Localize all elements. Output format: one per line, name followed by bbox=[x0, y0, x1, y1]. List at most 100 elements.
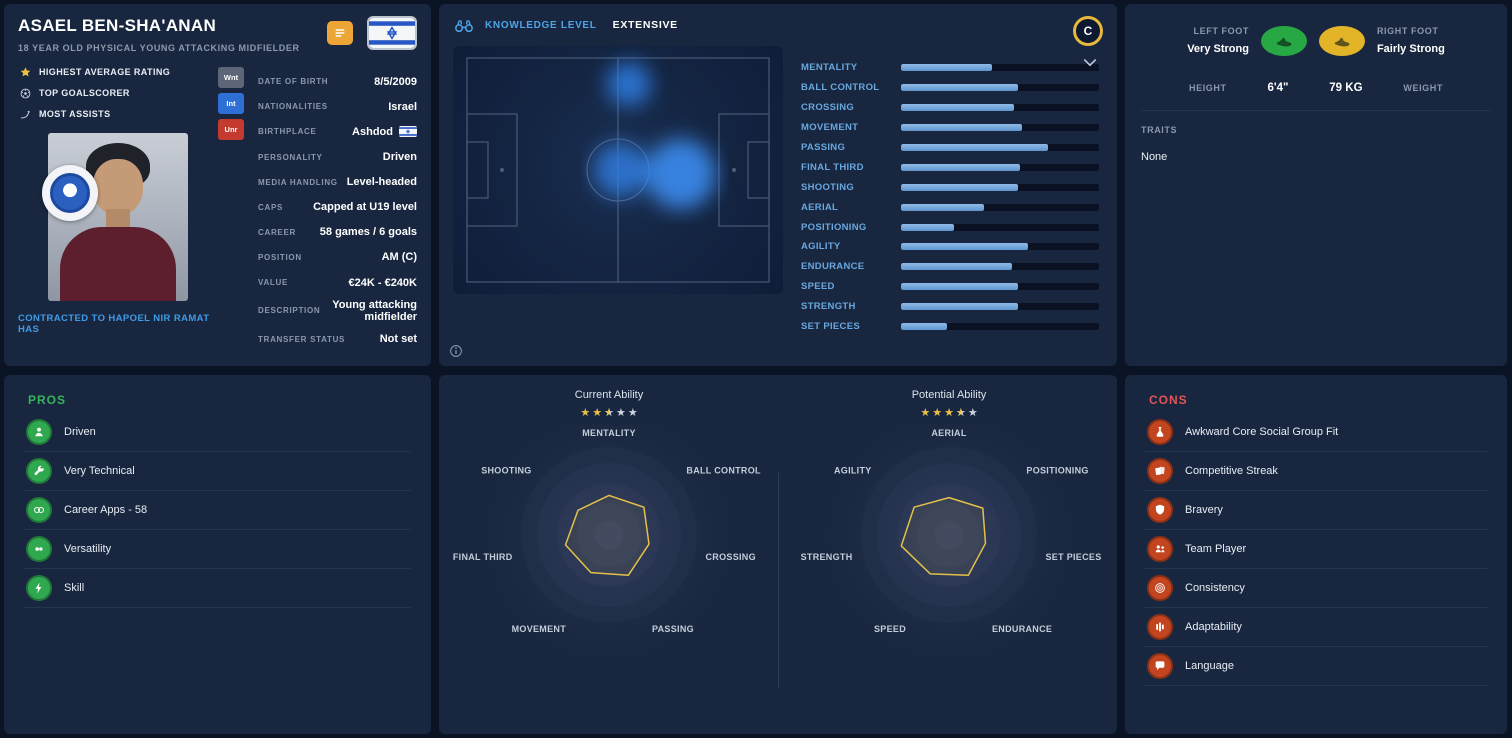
position-heatmap-pitch bbox=[453, 46, 783, 294]
assist-icon bbox=[18, 107, 32, 121]
achievement-row: HIGHEST AVERAGE RATING bbox=[18, 65, 218, 79]
achievement-label: HIGHEST AVERAGE RATING bbox=[39, 67, 171, 77]
svg-text:MENTALITY: MENTALITY bbox=[582, 428, 636, 438]
adapt-icon bbox=[1147, 614, 1173, 640]
player-header-body: HIGHEST AVERAGE RATING TOP GOALSCORER MO… bbox=[18, 65, 417, 356]
detail-value: Level-headed bbox=[346, 176, 417, 189]
attribute-row: POSITIONING bbox=[801, 217, 1099, 237]
cons-panel: CONS Awkward Core Social Group Fit Compe… bbox=[1125, 375, 1507, 734]
achievement-list: HIGHEST AVERAGE RATING TOP GOALSCORER MO… bbox=[18, 65, 218, 121]
language-icon bbox=[1147, 653, 1173, 679]
cons-title: CONS bbox=[1149, 393, 1188, 407]
list-item: Language bbox=[1145, 647, 1487, 686]
right-foot-block: RIGHT FOOT Fairly Strong bbox=[1377, 26, 1445, 55]
attribute-name: SET PIECES bbox=[801, 321, 860, 333]
skill-icon bbox=[26, 575, 52, 601]
attribute-row: ENDURANCE bbox=[801, 257, 1099, 277]
pros-panel: PROS Driven Very Technical Career Apps -… bbox=[4, 375, 431, 734]
attribute-row: AGILITY bbox=[801, 237, 1099, 257]
detail-value: Israel bbox=[388, 100, 417, 113]
detail-label: BIRTHPLACE bbox=[258, 127, 317, 137]
status-flag-badge[interactable]: Int bbox=[218, 93, 244, 114]
chevron-down-icon[interactable] bbox=[1081, 56, 1099, 70]
detail-value: 8/5/2009 bbox=[374, 75, 417, 88]
attribute-bar bbox=[901, 283, 1099, 291]
svg-text:POSITIONING: POSITIONING bbox=[1026, 465, 1088, 475]
left-foot-value: Very Strong bbox=[1187, 43, 1249, 55]
attribute-row: STRENGTH bbox=[801, 297, 1099, 317]
status-flag-badge[interactable]: Wnt bbox=[218, 67, 244, 88]
detail-value: Ashdod bbox=[352, 126, 417, 138]
svg-text:SET PIECES: SET PIECES bbox=[1046, 552, 1102, 562]
current-ability-label: Current Ability bbox=[574, 389, 644, 401]
list-item: Versatility bbox=[24, 530, 411, 569]
detail-value: Not set bbox=[379, 333, 417, 346]
detail-row: DATE OF BIRTH 8/5/2009 bbox=[258, 73, 417, 91]
attribute-list: MENTALITY BALL CONTROL CROSSING MOVEMENT… bbox=[801, 58, 1099, 336]
star-icon: ★ bbox=[604, 408, 614, 420]
detail-row: PERSONALITY Driven bbox=[258, 148, 417, 166]
player-subtitle: 18 YEAR OLD PHYSICAL YOUNG ATTACKING MID… bbox=[18, 43, 300, 53]
info-icon[interactable] bbox=[449, 344, 463, 358]
achievement-row: MOST ASSISTS bbox=[18, 107, 218, 121]
detail-label: NATIONALITIES bbox=[258, 102, 328, 112]
club-badge-icon bbox=[42, 165, 98, 221]
svg-text:STRENGTH: STRENGTH bbox=[801, 552, 853, 562]
list-item: Very Technical bbox=[24, 452, 411, 491]
list-item-label: Adaptability bbox=[1185, 621, 1242, 633]
current-ability-radar: MENTALITY BALL CONTROL CROSSING PASSING MOVE… bbox=[439, 423, 779, 661]
contracted-club-link[interactable]: CONTRACTED TO HAPOEL NIR RAMAT HAS bbox=[18, 313, 210, 335]
svg-text:ENDURANCE: ENDURANCE bbox=[992, 624, 1052, 634]
detail-label: POSITION bbox=[258, 252, 302, 262]
flask-icon bbox=[1147, 419, 1173, 445]
status-flag-badge[interactable]: Unr bbox=[218, 119, 244, 140]
attribute-bar bbox=[901, 263, 1099, 271]
svg-text:AGILITY: AGILITY bbox=[834, 465, 872, 475]
traits-label: TRAITS bbox=[1141, 125, 1178, 135]
report-icon[interactable] bbox=[327, 21, 353, 45]
list-item-label: Team Player bbox=[1185, 543, 1247, 555]
attribute-row: MENTALITY bbox=[801, 58, 1099, 78]
feet-row: LEFT FOOT Very Strong RIGHT FOOT Fairly … bbox=[1141, 26, 1491, 56]
star-icon bbox=[18, 65, 32, 79]
detail-label: VALUE bbox=[258, 278, 289, 287]
list-item: Career Apps - 58 bbox=[24, 491, 411, 530]
potential-ability-section: Potential Ability ★★★★★ AERIALPOSITIONIN… bbox=[779, 375, 1117, 734]
attribute-row: BALL CONTROL bbox=[801, 78, 1099, 98]
detail-value: AM (C) bbox=[381, 251, 417, 264]
israel-flag-icon bbox=[369, 18, 415, 48]
list-item-label: Versatility bbox=[64, 543, 112, 555]
detail-row: NATIONALITIES Israel bbox=[258, 98, 417, 116]
star-icon: ★ bbox=[615, 407, 626, 419]
attribute-name: STRENGTH bbox=[801, 301, 856, 313]
attribute-bar bbox=[901, 323, 1099, 331]
attribute-bar bbox=[901, 104, 1099, 112]
cons-list: Awkward Core Social Group Fit Competitiv… bbox=[1145, 413, 1487, 686]
detail-label: DESCRIPTION bbox=[258, 306, 321, 316]
ball-icon bbox=[18, 86, 32, 100]
star-icon: ★ bbox=[944, 407, 954, 419]
star-icon: ★ bbox=[932, 407, 943, 419]
attribute-name: MOVEMENT bbox=[801, 122, 859, 134]
height-label: HEIGHT bbox=[1189, 83, 1227, 93]
status-flag-column: Wnt Int Unr bbox=[218, 65, 250, 356]
achievement-label: MOST ASSISTS bbox=[39, 109, 111, 119]
list-item: Competitive Streak bbox=[1145, 452, 1487, 491]
attribute-bar bbox=[901, 84, 1099, 92]
cards-icon bbox=[1147, 458, 1173, 484]
attribute-row: MOVEMENT bbox=[801, 118, 1099, 138]
list-item-label: Competitive Streak bbox=[1185, 465, 1278, 477]
divider bbox=[778, 473, 779, 688]
detail-row: POSITION AM (C) bbox=[258, 249, 417, 267]
potential-ability-stars: ★ ★ ★ ★ ★ bbox=[920, 407, 977, 420]
svg-text:AERIAL: AERIAL bbox=[931, 428, 967, 438]
svg-text:SHOOTING: SHOOTING bbox=[481, 465, 531, 475]
detail-row: TRANSFER STATUS Not set bbox=[258, 330, 417, 348]
versatility-icon bbox=[26, 536, 52, 562]
attribute-bar bbox=[901, 144, 1099, 151]
star-icon: ★ bbox=[920, 407, 931, 419]
right-boot-icon bbox=[1318, 26, 1365, 56]
weight-label: WEIGHT bbox=[1403, 83, 1443, 93]
list-item-label: Bravery bbox=[1185, 504, 1223, 516]
